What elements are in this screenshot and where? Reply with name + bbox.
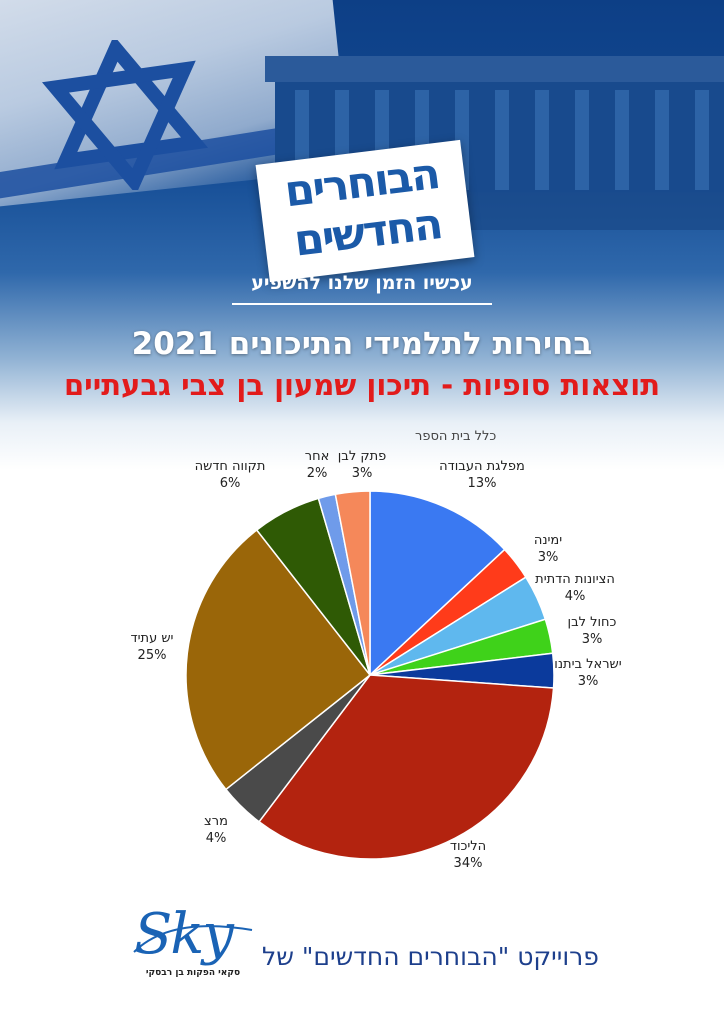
- sky-logo-subtitle: סקאי הפקות בן רבסקי: [145, 968, 241, 978]
- slice-value-label: 4%: [565, 589, 586, 604]
- pie-slice: [185, 528, 372, 791]
- slice-value-label: 34%: [454, 856, 483, 871]
- slice-label: תקווה חדשה: [195, 459, 266, 474]
- pie-slice: [369, 490, 506, 677]
- pie-slice: [257, 674, 555, 860]
- slice-value-label: 3%: [578, 674, 599, 689]
- page-subtitle: תוצאות סופיות - תיכון שמעון בן צבי גבעתי…: [63, 368, 661, 402]
- slice-label: אחר: [305, 449, 330, 464]
- slice-value-label: 6%: [220, 476, 241, 491]
- slice-label: ישראל ביתנו: [554, 657, 621, 672]
- chart-annotation: כלל בית הספר: [415, 429, 496, 444]
- pie-slice: [334, 490, 371, 676]
- slice-value-label: 2%: [307, 466, 328, 481]
- swoosh-icon: [133, 925, 253, 953]
- slice-value-label: 3%: [538, 550, 559, 565]
- slice-value-label: 13%: [468, 476, 497, 491]
- pie-labels: מפלגת העבודה 13% ימינה 3% הציונות הדתית 4% כחו…: [131, 449, 622, 871]
- slice-label: מפלגת העבודה: [439, 459, 525, 474]
- pie-slices: [185, 490, 555, 860]
- sky-logo: Sky סקאי הפקות בן רבסקי: [128, 902, 258, 988]
- slice-label: מרצ: [204, 814, 228, 829]
- slice-value-label: 25%: [138, 648, 167, 663]
- slice-value-label: 4%: [206, 831, 227, 846]
- pie-chart: מפלגת העבודה 13% ימינה 3% הציונות הדתית 4% כחו…: [131, 429, 622, 871]
- slogan-underline: [232, 303, 492, 305]
- logo-badge: הבוחרים החדשים: [255, 139, 475, 283]
- page-title: בחירות לתלמידי התיכונים 2021: [131, 326, 593, 362]
- slice-label: ימינה: [534, 533, 562, 548]
- star-of-david-icon: [42, 40, 208, 190]
- slice-label: יש עתיד: [131, 631, 174, 646]
- slice-label: הציונות הדתית: [535, 572, 615, 587]
- slice-label: פתק לבן: [338, 449, 386, 464]
- slice-value-label: 3%: [352, 466, 373, 481]
- footer-project-text: פרוייקט "הבוחרים החדשים" של: [262, 942, 599, 971]
- sky-logo-word: Sky: [134, 902, 234, 967]
- slogan: עכשיו הזמן שלנו להשפיע: [251, 272, 473, 294]
- header-banner: הבוחרים החדשים עכשיו הזמן שלנו להשפיע בח…: [0, 0, 724, 470]
- slice-label: הליכוד: [450, 839, 486, 854]
- slice-value-label: 3%: [582, 632, 603, 647]
- slice-label: כחול לבן: [568, 615, 617, 630]
